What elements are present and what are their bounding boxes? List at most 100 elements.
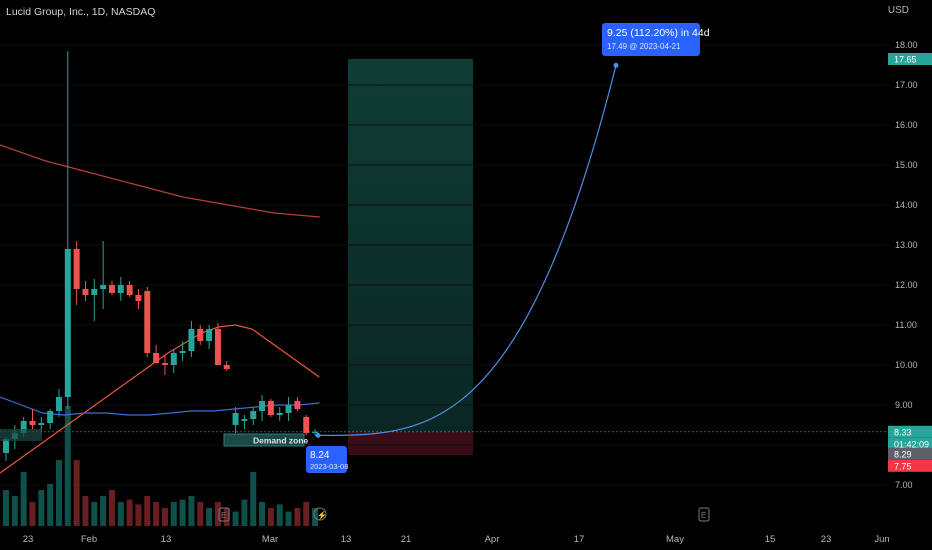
- volume-bar: [161, 508, 168, 526]
- price-axis[interactable]: 7.008.009.0010.0011.0012.0013.0014.0015.…: [888, 40, 932, 490]
- earnings-marker-label: E: [701, 511, 706, 520]
- candle-body[interactable]: [188, 329, 195, 351]
- demand-zone-label: Demand zone: [253, 436, 309, 446]
- price-label-text: 8.33: [894, 427, 912, 437]
- candle-body[interactable]: [47, 411, 54, 423]
- candle-body[interactable]: [170, 353, 177, 365]
- volume-bar: [267, 508, 274, 526]
- price-tick-label: 10.00: [895, 360, 918, 370]
- candle-body[interactable]: [312, 431, 319, 433]
- volume-bar: [294, 508, 301, 526]
- time-tick-label: 15: [765, 534, 776, 545]
- candle-body[interactable]: [100, 285, 107, 289]
- volume-bar: [91, 502, 98, 526]
- price-tick-label: 18.00: [895, 40, 918, 50]
- candle-body[interactable]: [108, 285, 115, 293]
- candle-body[interactable]: [126, 285, 133, 295]
- candle-body[interactable]: [3, 439, 9, 453]
- volume-bar: [117, 502, 124, 526]
- projection-end-point: [613, 62, 619, 68]
- loss-zone[interactable]: [348, 431, 473, 455]
- low-callout-price: 8.24: [310, 450, 330, 461]
- candle-body[interactable]: [135, 295, 142, 301]
- price-label-text: 01:42:09: [894, 439, 929, 449]
- candle-body[interactable]: [73, 249, 80, 289]
- volume-bar: [232, 511, 239, 526]
- candle-body[interactable]: [223, 365, 230, 369]
- price-tick-label: 13.00: [895, 240, 918, 250]
- candlesticks[interactable]: [3, 51, 319, 461]
- volume-bar: [64, 406, 71, 526]
- earnings-marker-label: E: [221, 511, 226, 520]
- moving-averages: [0, 144, 320, 474]
- volume-bar: [179, 499, 186, 526]
- projection-path: [317, 65, 617, 436]
- earnings-marker[interactable]: [698, 507, 710, 522]
- candle-body[interactable]: [241, 419, 248, 421]
- lightning-icon: ⚡: [317, 510, 327, 520]
- time-axis[interactable]: 23 Feb 13 Mar 13 21 Apr 17 May 15 23 Jun: [23, 534, 890, 545]
- volume-bar: [55, 460, 62, 526]
- candle-body[interactable]: [161, 363, 168, 365]
- projection-start-point: [315, 432, 321, 438]
- volume-bar: [214, 502, 221, 526]
- demand-zone-box[interactable]: [223, 433, 305, 447]
- volume-bar: [188, 496, 195, 526]
- candle-body[interactable]: [38, 423, 45, 425]
- price-label-text: 8.29: [894, 449, 912, 459]
- earnings-marker[interactable]: [218, 507, 230, 522]
- annotations[interactable]: 9.25 (112.20%) in 44d 17.49 @ 2023-04-21 8…: [0, 23, 710, 522]
- candle-body[interactable]: [267, 401, 274, 415]
- candle-body[interactable]: [82, 289, 89, 295]
- demand-zone-left: [0, 429, 42, 441]
- time-tick-label: 17: [574, 534, 585, 545]
- candle-body[interactable]: [206, 329, 213, 341]
- candle-body[interactable]: [179, 351, 186, 353]
- candle-body[interactable]: [153, 353, 160, 363]
- candle-body[interactable]: [64, 249, 71, 397]
- price-label-box: [888, 459, 932, 472]
- price-tick-label: 12.00: [895, 280, 918, 290]
- price-label-box: [888, 53, 932, 65]
- ma-slow-line: [0, 144, 320, 218]
- volume-bar: [259, 502, 266, 526]
- candle-body[interactable]: [55, 397, 62, 411]
- volume-bar: [38, 490, 45, 526]
- price-tick-label: 14.00: [895, 200, 918, 210]
- volume-bar: [29, 502, 36, 526]
- candle-body[interactable]: [259, 401, 266, 411]
- price-label-box: [888, 447, 932, 460]
- volume-bar: [276, 504, 283, 526]
- candle-body[interactable]: [276, 413, 283, 415]
- volume-bar: [108, 490, 115, 526]
- candle-body[interactable]: [197, 329, 204, 341]
- candle-body[interactable]: [144, 291, 151, 353]
- time-tick-label: Feb: [81, 534, 97, 545]
- dividend-marker[interactable]: [313, 507, 327, 521]
- symbol-title[interactable]: Lucid Group, Inc., 1D, NASDAQ: [6, 6, 156, 18]
- target-callout[interactable]: [602, 23, 700, 56]
- candle-body[interactable]: [214, 329, 221, 365]
- low-callout[interactable]: [306, 446, 347, 473]
- candle-body[interactable]: [294, 401, 301, 409]
- price-label-text: 17.65: [894, 55, 917, 65]
- volume-bar: [20, 472, 27, 526]
- volume-bar: [250, 472, 257, 526]
- volume-bar: [126, 499, 133, 526]
- candle-body[interactable]: [285, 405, 292, 413]
- candle-body[interactable]: [117, 285, 124, 293]
- volume-bars: [3, 406, 319, 526]
- candle-body[interactable]: [91, 289, 98, 295]
- price-tick-label: 17.00: [895, 80, 918, 90]
- candle-body[interactable]: [20, 421, 27, 433]
- candle-body[interactable]: [232, 413, 239, 425]
- candle-body[interactable]: [303, 417, 310, 433]
- target-callout-title: 9.25 (112.20%) in 44d: [607, 27, 710, 39]
- candle-body[interactable]: [29, 421, 36, 425]
- gridlines: [0, 44, 886, 486]
- candle-body[interactable]: [250, 411, 257, 419]
- volume-bar: [285, 511, 292, 526]
- volume-bar: [47, 484, 54, 526]
- time-tick-label: 13: [341, 534, 352, 545]
